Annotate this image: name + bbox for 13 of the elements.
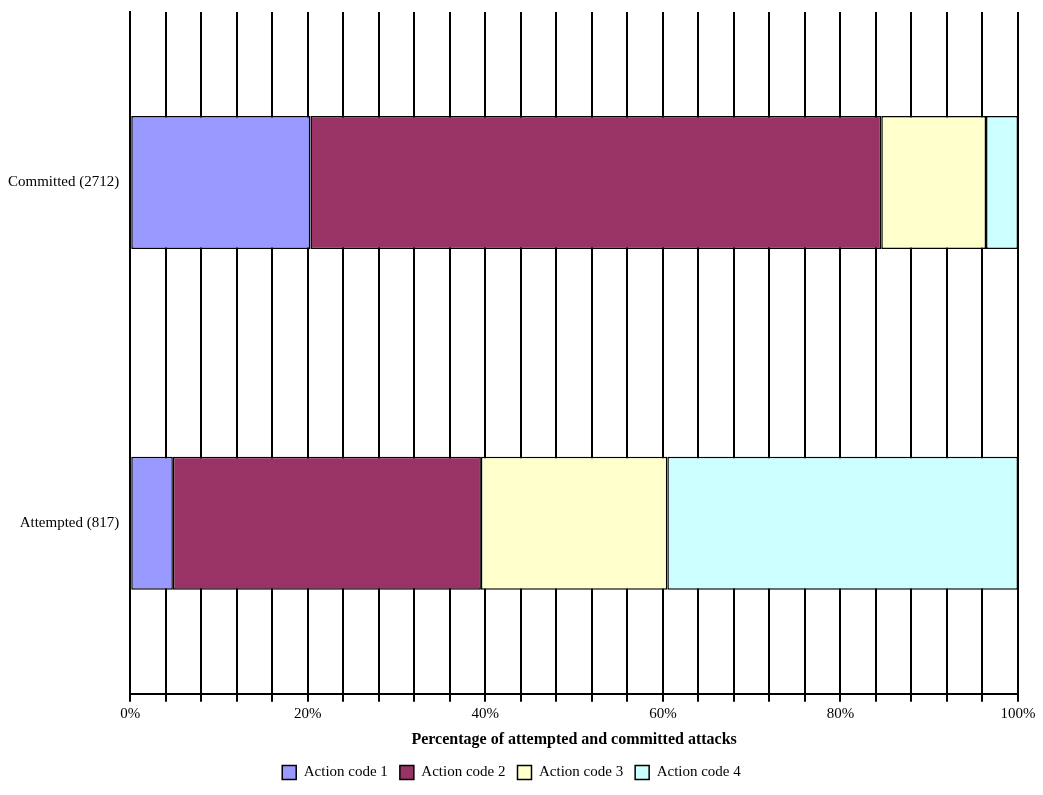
x-tick-label: 40% bbox=[471, 704, 500, 721]
legend-label: Action code 2 bbox=[421, 763, 506, 780]
x-tick-label: 20% bbox=[294, 704, 322, 721]
x-tick-label: 80% bbox=[826, 704, 855, 721]
x-axis-title: Percentage of attempted and committed attacks bbox=[411, 729, 737, 748]
legend-label: Action code 1 bbox=[303, 763, 388, 780]
y-tick-label: Attempted (817) bbox=[19, 514, 120, 532]
x-tick-label: 100% bbox=[1000, 704, 1036, 721]
legend-label: Action code 4 bbox=[656, 763, 742, 780]
x-tick-label: 60% bbox=[649, 704, 677, 721]
x-tick-label: 0% bbox=[120, 704, 141, 721]
legend-label: Action code 3 bbox=[539, 763, 624, 780]
y-tick-label: Committed (2712) bbox=[7, 173, 120, 191]
